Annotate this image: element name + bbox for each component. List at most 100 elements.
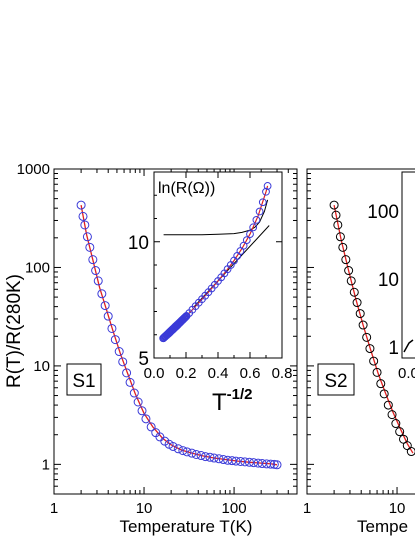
- inset-data-point: [242, 236, 251, 245]
- right-fit-curve: [333, 204, 414, 454]
- x-tick-label: 1: [50, 500, 58, 517]
- right-data-point: [341, 255, 351, 265]
- right-data-point: [335, 232, 345, 242]
- data-point: [218, 455, 228, 465]
- data-point: [249, 458, 259, 468]
- inset-y-tick-label: 10: [128, 233, 149, 254]
- data-point: [187, 448, 197, 458]
- left-x-axis-label: Temperature T(K): [120, 517, 253, 536]
- right-x-axis-label: Tempe: [357, 517, 408, 536]
- right-data-point: [349, 287, 359, 297]
- inset-x-axis-label: T-1/2: [212, 386, 253, 416]
- inset-x-axis-label-base: T: [212, 389, 227, 416]
- y-tick-label: 10: [33, 358, 50, 375]
- inset-data-point-dense: [180, 313, 189, 322]
- data-point: [129, 388, 139, 398]
- data-point: [209, 453, 219, 463]
- left-data-points: [76, 200, 282, 470]
- data-point: [231, 456, 241, 466]
- right-data-point: [333, 220, 343, 230]
- data-point: [103, 311, 113, 321]
- data-point: [80, 220, 90, 230]
- data-point: [125, 377, 135, 387]
- inset-y-tick-label: 5: [138, 349, 149, 370]
- right-data-point: [352, 298, 362, 308]
- data-point: [76, 200, 86, 210]
- data-point: [141, 414, 151, 424]
- inset-data-point: [263, 182, 272, 190]
- right-data-point: [376, 379, 386, 389]
- inset-x-tick-label: 0.0: [144, 365, 165, 382]
- inset-x-tick-label: 0.8: [272, 365, 293, 382]
- data-point: [82, 232, 92, 242]
- inset-guide-line: [163, 199, 269, 236]
- data-point: [272, 460, 282, 470]
- data-point: [146, 422, 156, 432]
- sample-label-s1: S1: [72, 371, 95, 392]
- data-point: [133, 397, 143, 407]
- data-point: [168, 441, 178, 451]
- data-point: [93, 276, 103, 286]
- right-data-point: [383, 400, 393, 410]
- right-inset-x-tick-label: 0.0: [398, 365, 415, 382]
- inset-data-point-dense: [181, 312, 190, 321]
- left-y-axis-label: R(T)/R(280K): [4, 274, 25, 388]
- left-inset: 0.0 0.2 0.4 0.6 0.8 5 10 ln(R(Ω)) T-1/2: [128, 171, 293, 416]
- data-point: [122, 368, 132, 378]
- right-data-point: [338, 242, 348, 252]
- inset-data-point: [258, 198, 267, 207]
- right-tick-labels: 1 10: [303, 500, 406, 517]
- sample-label-s2: S2: [324, 371, 347, 392]
- data-point: [227, 456, 237, 466]
- data-point: [97, 289, 107, 299]
- data-point: [266, 459, 276, 469]
- right-data-points: [329, 200, 415, 457]
- data-point: [244, 457, 254, 467]
- inset-tick-labels: 0.0 0.2 0.4 0.6 0.8 5 10: [128, 233, 293, 382]
- inset-data-point: [255, 207, 264, 216]
- right-data-point: [329, 200, 339, 210]
- data-point: [85, 242, 95, 252]
- right-axis-ticks: [306, 168, 398, 494]
- right-x-tick-label: 10: [389, 500, 406, 517]
- inset-axis-ticks: [153, 172, 283, 359]
- right-data-point: [369, 356, 379, 366]
- x-tick-label: 100: [222, 500, 247, 517]
- data-point: [214, 454, 224, 464]
- right-plot-frame: [306, 168, 415, 495]
- right-data-point: [406, 447, 415, 457]
- data-point: [240, 457, 250, 467]
- right-data-point: [387, 410, 397, 420]
- left-tick-labels: 1 10 100 1 10 100 1000: [17, 161, 247, 517]
- right-data-point: [331, 210, 341, 220]
- sample-label-box-s1: [66, 363, 102, 396]
- right-data-point: [372, 367, 382, 377]
- data-point: [200, 452, 210, 462]
- right-data-point: [365, 344, 375, 354]
- inset-x-tick-label: 0.2: [176, 365, 197, 382]
- inset-data-point-dense: [182, 312, 191, 320]
- data-point: [107, 323, 117, 333]
- right-panel: 1 10 Tempe S2: [303, 168, 415, 536]
- inset-x-tick-label: 0.6: [240, 365, 261, 382]
- right-inset: 1 10 100 0.0: [367, 171, 415, 382]
- data-point: [114, 347, 124, 357]
- right-data-point: [344, 266, 354, 276]
- data-point: [88, 255, 98, 265]
- inset-data-point: [252, 215, 261, 224]
- inset-x-axis-label-exponent: -1/2: [227, 386, 253, 403]
- y-tick-label: 1: [42, 456, 50, 473]
- data-point: [196, 451, 206, 461]
- data-point: [182, 447, 192, 457]
- right-x-tick-label: 1: [303, 500, 311, 517]
- data-point: [173, 444, 183, 454]
- right-data-point: [362, 332, 372, 342]
- data-point: [178, 446, 188, 456]
- data-point: [91, 266, 101, 276]
- data-point: [78, 211, 88, 221]
- right-data-point: [346, 276, 356, 286]
- right-fit-line: [333, 204, 414, 454]
- right-inset-y-tick-label: 1: [388, 338, 399, 359]
- right-inset-tick-labels: 1 10 100 0.0: [367, 202, 415, 382]
- data-point: [236, 456, 246, 466]
